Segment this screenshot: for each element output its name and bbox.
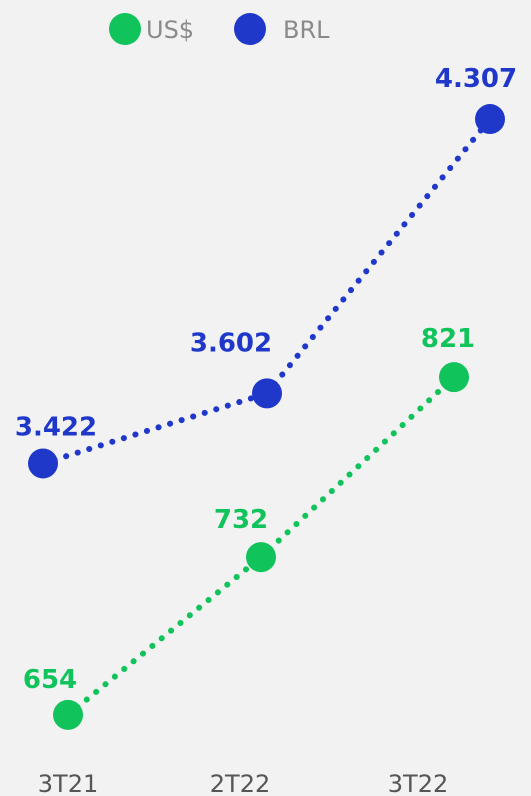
data-point-brl-3T21 <box>28 448 58 479</box>
data-label-brl-3T21: 3.422 <box>15 412 97 442</box>
chart-legend: US$ BRL <box>109 13 330 45</box>
series-lines <box>40 116 493 718</box>
data-point-brl-2T22 <box>252 378 282 409</box>
x-tick-label-3T22: 3T22 <box>388 770 448 796</box>
data-point-usd-3T22 <box>439 362 469 393</box>
data-label-brl-3T22: 4.307 <box>435 64 517 94</box>
legend-label-brl: BRL <box>283 16 330 44</box>
line-segment-brl-0 <box>40 390 270 467</box>
data-point-usd-3T21 <box>53 699 83 730</box>
line-segment-usd-0 <box>65 554 264 718</box>
data-label-usd-3T21: 654 <box>23 665 77 695</box>
data-label-usd-2T22: 732 <box>214 505 268 535</box>
legend-label-usd: US$ <box>146 16 194 44</box>
legend-marker-brl <box>234 13 266 45</box>
line-segment-brl-1 <box>264 116 493 397</box>
legend-marker-usd <box>109 13 141 45</box>
data-point-usd-2T22 <box>246 542 276 573</box>
x-tick-label-3T21: 3T21 <box>38 770 98 796</box>
x-axis-tick-labels: 3T21 2T22 3T22 <box>38 770 448 796</box>
line-segment-usd-1 <box>258 374 457 561</box>
data-labels: 654 732 821 3.422 3.602 4.307 <box>15 64 517 695</box>
data-label-usd-3T22: 821 <box>421 324 475 354</box>
data-label-brl-2T22: 3.602 <box>190 328 272 358</box>
series-points <box>28 104 505 730</box>
data-point-brl-3T22 <box>475 104 505 135</box>
x-tick-label-2T22: 2T22 <box>210 770 270 796</box>
